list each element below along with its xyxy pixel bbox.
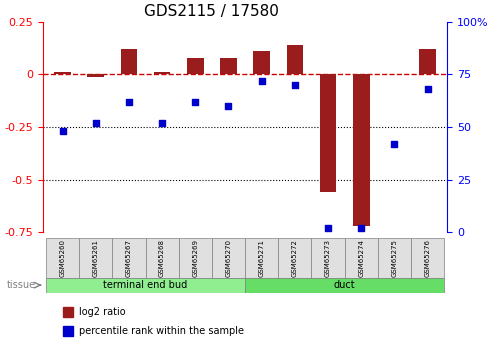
Bar <box>286 45 303 75</box>
Point <box>291 82 299 88</box>
FancyBboxPatch shape <box>245 238 278 278</box>
Point <box>125 99 133 105</box>
FancyBboxPatch shape <box>278 238 312 278</box>
Point <box>191 99 199 105</box>
Point <box>59 129 67 134</box>
FancyBboxPatch shape <box>46 238 79 278</box>
Text: GSM65269: GSM65269 <box>192 239 198 277</box>
Text: GSM65275: GSM65275 <box>391 239 397 277</box>
Bar <box>54 72 71 75</box>
Bar <box>121 49 137 75</box>
Point <box>423 86 431 92</box>
Point <box>258 78 266 83</box>
Point <box>92 120 100 126</box>
Point <box>158 120 166 126</box>
Point <box>357 226 365 231</box>
Text: percentile rank within the sample: percentile rank within the sample <box>79 326 244 336</box>
Bar <box>187 58 204 75</box>
Bar <box>320 75 336 193</box>
FancyBboxPatch shape <box>345 238 378 278</box>
Bar <box>63 326 73 336</box>
Point <box>390 141 398 147</box>
Bar <box>419 49 436 75</box>
Bar <box>220 58 237 75</box>
Text: GSM65261: GSM65261 <box>93 239 99 277</box>
Text: GSM65272: GSM65272 <box>292 239 298 277</box>
Text: log2 ratio: log2 ratio <box>79 307 126 317</box>
Text: terminal end bud: terminal end bud <box>104 280 188 290</box>
Text: GSM65276: GSM65276 <box>424 239 430 277</box>
Text: duct: duct <box>334 280 355 290</box>
Bar <box>154 72 171 75</box>
FancyBboxPatch shape <box>378 238 411 278</box>
FancyBboxPatch shape <box>312 238 345 278</box>
FancyBboxPatch shape <box>178 238 212 278</box>
FancyBboxPatch shape <box>79 238 112 278</box>
Point <box>324 226 332 231</box>
Text: GSM65274: GSM65274 <box>358 239 364 277</box>
Point <box>224 103 232 109</box>
Text: GDS2115 / 17580: GDS2115 / 17580 <box>144 4 279 19</box>
Text: GSM65268: GSM65268 <box>159 239 165 277</box>
FancyBboxPatch shape <box>46 278 245 293</box>
FancyBboxPatch shape <box>212 238 245 278</box>
FancyBboxPatch shape <box>145 238 178 278</box>
Text: GSM65270: GSM65270 <box>225 239 232 277</box>
Bar <box>63 307 73 317</box>
Bar <box>253 51 270 75</box>
FancyBboxPatch shape <box>112 238 145 278</box>
Text: GSM65273: GSM65273 <box>325 239 331 277</box>
Bar <box>87 75 104 77</box>
Text: tissue: tissue <box>7 280 36 290</box>
Text: GSM65267: GSM65267 <box>126 239 132 277</box>
Bar <box>353 75 369 226</box>
Text: GSM65271: GSM65271 <box>259 239 265 277</box>
Text: GSM65260: GSM65260 <box>60 239 66 277</box>
FancyBboxPatch shape <box>245 278 444 293</box>
FancyBboxPatch shape <box>411 238 444 278</box>
